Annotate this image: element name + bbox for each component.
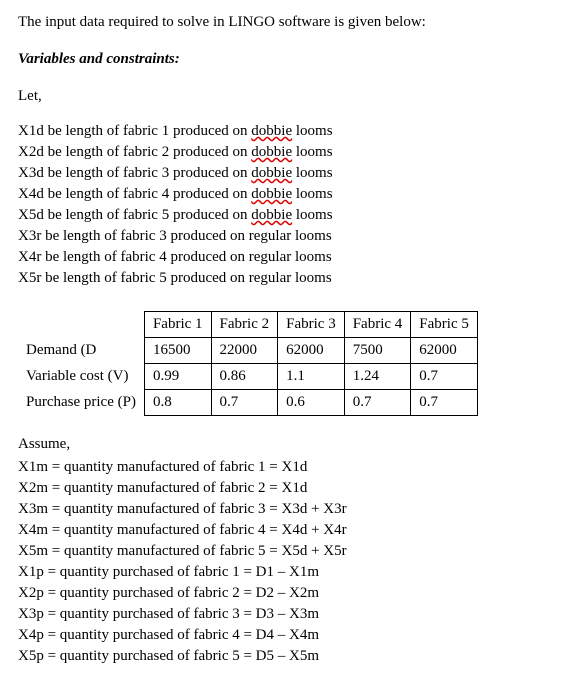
table-cell: 1.24 — [344, 364, 411, 390]
table-header-cell: Fabric 1 — [144, 312, 211, 338]
assume-title: Assume, — [18, 434, 558, 455]
table-header-cell: Fabric 5 — [411, 312, 478, 338]
table-cell: 16500 — [144, 338, 211, 364]
table-cell: 0.7 — [411, 364, 478, 390]
intro-text: The input data required to solve in LING… — [18, 12, 558, 33]
table-row-header: Purchase price (P) — [18, 390, 144, 416]
variable-definitions: X1d be length of fabric 1 produced on do… — [18, 121, 558, 289]
variable-def-line: X3d be length of fabric 3 produced on do… — [18, 163, 558, 184]
table-cell: 0.7 — [344, 390, 411, 416]
table-cell: 0.99 — [144, 364, 211, 390]
table-cell: 0.6 — [278, 390, 345, 416]
table-row-header: Demand (D — [18, 338, 144, 364]
let-text: Let, — [18, 86, 558, 107]
variable-def-line: X5d be length of fabric 5 produced on do… — [18, 205, 558, 226]
data-table: Fabric 1Fabric 2Fabric 3Fabric 4Fabric 5… — [18, 311, 478, 416]
variable-def-line: X5r be length of fabric 5 produced on re… — [18, 268, 558, 289]
assume-line: X1p = quantity purchased of fabric 1 = D… — [18, 562, 558, 583]
variable-def-line: X1d be length of fabric 1 produced on do… — [18, 121, 558, 142]
table-cell: 62000 — [278, 338, 345, 364]
assume-line: X3m = quantity manufactured of fabric 3 … — [18, 499, 558, 520]
table-row-header: Variable cost (V) — [18, 364, 144, 390]
table-cell: 7500 — [344, 338, 411, 364]
assume-line: X5p = quantity purchased of fabric 5 = D… — [18, 646, 558, 667]
table-cell: 62000 — [411, 338, 478, 364]
table-header-cell: Fabric 2 — [211, 312, 278, 338]
table-header-cell: Fabric 3 — [278, 312, 345, 338]
table-header-cell: Fabric 4 — [344, 312, 411, 338]
table-header-cell — [18, 312, 144, 338]
assume-line: X5m = quantity manufactured of fabric 5 … — [18, 541, 558, 562]
variable-def-line: X2d be length of fabric 2 produced on do… — [18, 142, 558, 163]
table-cell: 22000 — [211, 338, 278, 364]
table-cell: 0.7 — [211, 390, 278, 416]
assume-line: X4m = quantity manufactured of fabric 4 … — [18, 520, 558, 541]
assume-line: X1m = quantity manufactured of fabric 1 … — [18, 457, 558, 478]
assume-line: X4p = quantity purchased of fabric 4 = D… — [18, 625, 558, 646]
table-cell: 1.1 — [278, 364, 345, 390]
assume-block: Assume, X1m = quantity manufactured of f… — [18, 434, 558, 667]
variable-def-line: X3r be length of fabric 3 produced on re… — [18, 226, 558, 247]
table-cell: 0.86 — [211, 364, 278, 390]
assume-line: X3p = quantity purchased of fabric 3 = D… — [18, 604, 558, 625]
variable-def-line: X4d be length of fabric 4 produced on do… — [18, 184, 558, 205]
assume-line: X2m = quantity manufactured of fabric 2 … — [18, 478, 558, 499]
assume-line: X2p = quantity purchased of fabric 2 = D… — [18, 583, 558, 604]
table-cell: 0.7 — [411, 390, 478, 416]
variable-def-line: X4r be length of fabric 4 produced on re… — [18, 247, 558, 268]
section-title: Variables and constraints: — [18, 49, 558, 70]
table-cell: 0.8 — [144, 390, 211, 416]
